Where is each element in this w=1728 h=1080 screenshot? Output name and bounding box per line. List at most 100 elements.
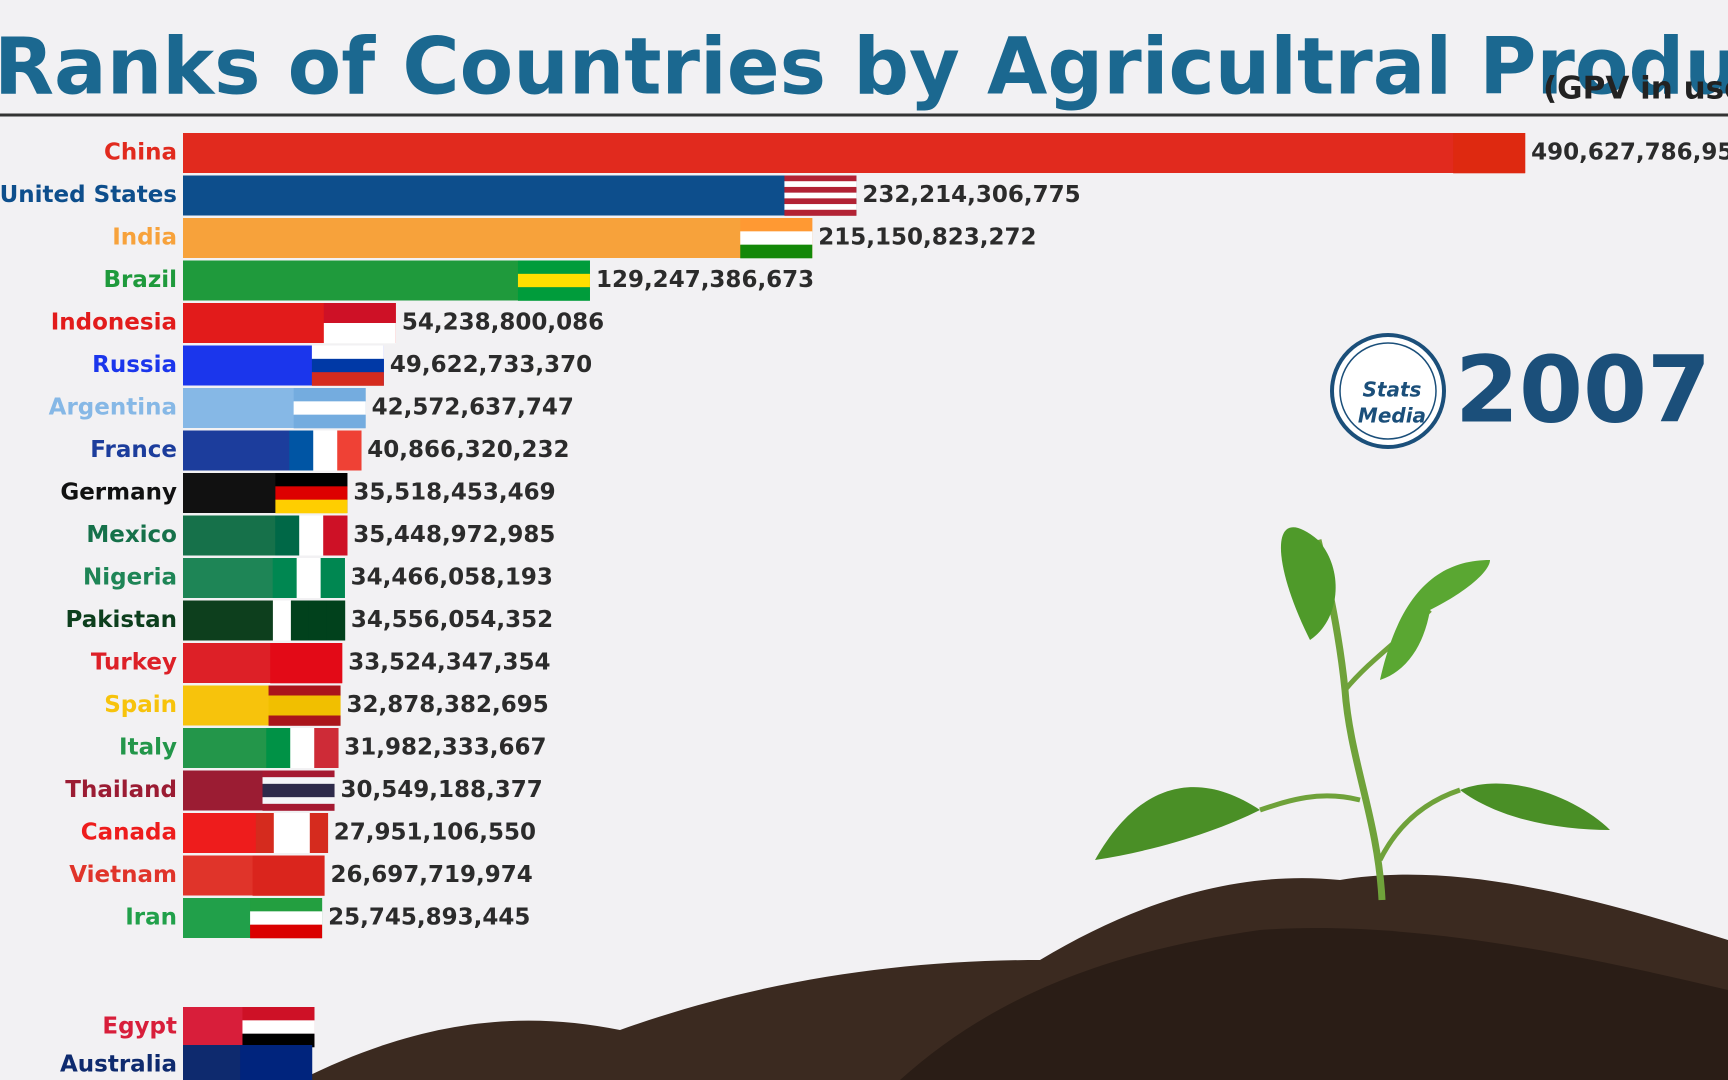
flag [262,770,335,811]
flag-stripe [313,430,338,471]
value-label: 232,214,306,775 [862,182,1080,208]
background-plant [300,527,1728,1080]
flag [272,600,346,641]
flag-stripe [242,1007,315,1021]
flag-stripe [323,515,348,556]
flag-stripe [517,260,590,275]
flag-stripe [296,558,321,598]
flag [270,643,343,684]
flag [252,855,325,896]
flag-stripe [262,777,335,785]
category-label: Argentina [49,395,177,421]
category-label: Egypt [102,1014,177,1040]
flag [517,260,590,301]
flag-stripe [262,770,335,778]
value-label: 35,448,972,985 [353,522,555,548]
flag-stripe [268,705,341,716]
flag-stripe [517,273,590,288]
flag-stripe [311,358,384,373]
value-label: 31,982,333,667 [344,735,546,761]
flag-stripe [270,643,343,684]
flag [275,473,348,514]
logo-text: Stats [1363,378,1422,402]
flag-stripe [242,1020,315,1034]
flag [1453,133,1526,174]
category-label: Thailand [65,777,177,803]
flag-stripe [250,898,323,912]
value-label: 490,627,786,953 [1531,140,1728,166]
flag-stripe [275,486,348,500]
flag-stripe [273,813,293,853]
flag-stripe [250,924,323,939]
flag [266,728,339,768]
value-label: 33,524,347,354 [348,650,550,676]
flag [255,813,329,853]
category-label: Pakistan [65,607,177,633]
year-label: 2007 [1455,336,1711,443]
flag-stripe [268,685,341,696]
category-label: Turkey [91,650,177,676]
flag-stripe [293,388,366,402]
flag [293,388,366,429]
flag-stripe [784,186,857,193]
category-label: Iran [125,905,177,931]
flag [784,175,857,216]
flag-stripe [517,287,590,301]
category-label: United States [0,182,177,208]
flag [268,685,341,726]
flag-stripe [272,558,297,598]
category-label: China [104,140,177,166]
category-label: Nigeria [83,565,177,591]
flag [740,218,813,259]
flag-stripe [337,430,362,471]
flag-stripe [262,797,335,805]
flag-stripe [784,181,857,188]
flag-stripe [268,715,341,726]
flag-stripe [262,803,335,811]
category-label: Italy [119,735,177,761]
value-label: 34,556,054,352 [351,607,553,633]
flag [275,515,348,556]
value-label: 215,150,823,272 [818,225,1036,251]
flag-stripe [784,209,857,216]
value-label: 40,866,320,232 [367,437,569,463]
flag-stripe [784,192,857,199]
flag-stripe [740,244,813,259]
category-label: India [112,225,177,251]
flag-stripe [268,695,341,706]
flag-stripe [275,515,300,556]
flag-stripe [309,813,329,853]
flag [250,898,323,939]
flag-stripe [293,401,366,415]
category-label: Vietnam [69,862,177,888]
category-label: Russia [92,352,177,378]
flag-stripe [272,600,292,641]
flag-stripe [311,345,384,360]
flag-stripe [299,515,324,556]
flag-stripe [740,231,813,245]
flag-stripe [308,600,328,641]
value-label: 26,697,719,974 [331,862,533,888]
flag-stripe [266,728,291,768]
bar [183,218,813,258]
chart-subtitle: (GPV in usd [1543,71,1728,107]
flag-stripe [289,430,314,471]
flag-stripe [323,303,396,324]
category-label: Mexico [86,522,177,548]
logo: Stats Media [1330,333,1446,449]
flag-stripe [252,855,325,896]
category-label: France [90,437,177,463]
chart-title: Ranks of Countries by Agricultral Produc… [0,22,1728,112]
flag [242,1007,315,1048]
flag-stripe [255,813,275,853]
category-label: Australia [60,1052,177,1078]
flag [272,558,345,598]
flag [323,303,396,344]
flag-stripe [242,1033,315,1048]
flag-stripe [250,911,323,925]
value-label: 34,466,058,193 [351,565,553,591]
flag-stripe [1453,133,1526,174]
flag-stripe [314,728,339,768]
flag-stripe [262,790,335,798]
